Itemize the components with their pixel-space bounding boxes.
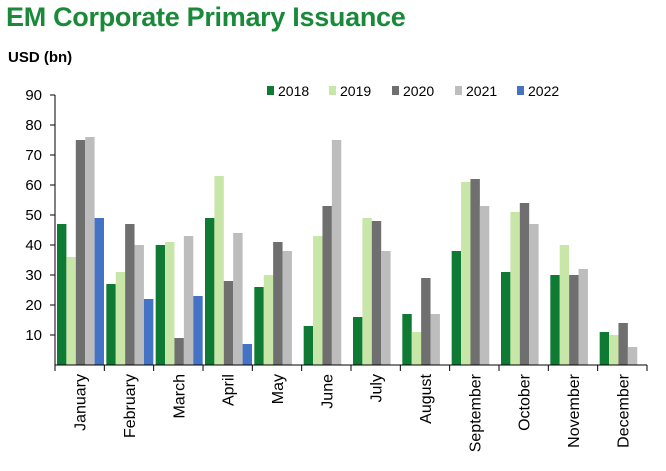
x-tick-label: August xyxy=(418,373,435,423)
bar-2021-june xyxy=(331,140,342,365)
legend-swatch-2018 xyxy=(267,86,274,95)
bar-2019-march xyxy=(165,242,175,365)
x-tick-label: December xyxy=(615,373,632,447)
bar-2018-june xyxy=(303,326,314,365)
bar-2019-february xyxy=(115,272,126,365)
bar-2021-august xyxy=(430,314,440,365)
y-tick-label: 90 xyxy=(25,87,42,104)
bar-2019-june xyxy=(313,236,323,365)
y-tick-label: 60 xyxy=(25,177,42,194)
y-tick-label: 50 xyxy=(25,207,42,224)
bar-2022-february xyxy=(143,299,154,365)
bar-2020-november xyxy=(569,275,579,365)
y-tick-label: 20 xyxy=(25,297,42,314)
bar-2018-october xyxy=(501,272,511,365)
bar-2019-october xyxy=(510,212,520,365)
bar-2020-september xyxy=(470,179,480,365)
x-tick-label: June xyxy=(319,374,336,409)
bar-2018-august xyxy=(402,314,412,365)
bar-2020-april xyxy=(223,281,234,365)
bar-2020-january xyxy=(75,140,86,365)
bar-2019-november xyxy=(559,245,570,365)
x-tick-label: October xyxy=(517,373,534,431)
bar-2021-may xyxy=(282,251,292,365)
bar-2021-december xyxy=(627,347,638,365)
y-tick-label: 70 xyxy=(25,147,42,164)
bar-2018-december xyxy=(599,332,610,365)
bar-2019-april xyxy=(214,176,224,365)
bar-2020-december xyxy=(618,323,628,365)
bar-2021-september xyxy=(479,206,490,365)
x-tick-label: September xyxy=(467,373,484,452)
y-tick-label: 30 xyxy=(25,267,42,284)
legend-swatch-2020 xyxy=(392,86,399,95)
x-tick-label: July xyxy=(369,374,386,402)
legend-label-2018: 2018 xyxy=(278,83,309,99)
bar-2018-april xyxy=(205,218,215,365)
legend-swatch-2019 xyxy=(329,86,336,95)
chart-title: EM Corporate Primary Issuance xyxy=(6,2,406,32)
legend-label-2021: 2021 xyxy=(466,83,497,99)
legend-swatch-2021 xyxy=(455,86,462,95)
bar-2022-january xyxy=(94,218,104,365)
bar-2021-november xyxy=(578,269,588,365)
bar-2020-march xyxy=(174,338,184,365)
bar-2021-october xyxy=(529,224,539,365)
bar-2022-april xyxy=(242,344,252,365)
bar-2019-december xyxy=(609,335,619,365)
bar-2020-october xyxy=(519,203,530,365)
y-tick-label: 40 xyxy=(25,237,42,254)
bar-2021-february xyxy=(134,245,144,365)
x-tick-label: November xyxy=(566,373,583,447)
bar-2019-september xyxy=(461,182,471,365)
bar-2018-may xyxy=(254,287,264,365)
bar-2019-august xyxy=(411,332,422,365)
x-tick-label: February xyxy=(122,374,139,438)
bar-2021-january xyxy=(85,137,95,365)
bar-2020-february xyxy=(125,224,135,365)
bar-2018-july xyxy=(353,317,363,365)
x-tick-label: April xyxy=(221,374,238,406)
y-tick-label: 10 xyxy=(25,327,42,344)
bar-2019-may xyxy=(263,275,274,365)
bar-2018-january xyxy=(57,224,67,365)
x-tick-label: January xyxy=(73,374,90,431)
bar-2018-september xyxy=(451,251,462,365)
y-axis-label: USD (bn) xyxy=(8,49,73,66)
legend-swatch-2022 xyxy=(517,86,524,95)
bar-2020-august xyxy=(421,278,431,365)
bar-2021-march xyxy=(183,236,194,365)
bar-2019-july xyxy=(362,218,372,365)
x-tick-label: May xyxy=(270,374,287,404)
bar-2021-july xyxy=(381,251,391,365)
bar-2020-june xyxy=(322,206,332,365)
bar-2020-may xyxy=(273,242,283,365)
legend-label-2019: 2019 xyxy=(340,83,371,99)
bar-2022-march xyxy=(193,296,203,365)
legend-label-2020: 2020 xyxy=(403,83,434,99)
bar-2018-november xyxy=(550,275,560,365)
bar-2021-april xyxy=(233,233,243,365)
legend-label-2022: 2022 xyxy=(528,83,559,99)
bar-2019-january xyxy=(66,257,76,365)
y-tick-label: 80 xyxy=(25,117,42,134)
bar-2020-july xyxy=(371,221,382,365)
bar-2018-february xyxy=(106,284,116,365)
bar-2018-march xyxy=(155,245,166,365)
x-tick-label: March xyxy=(171,374,188,418)
